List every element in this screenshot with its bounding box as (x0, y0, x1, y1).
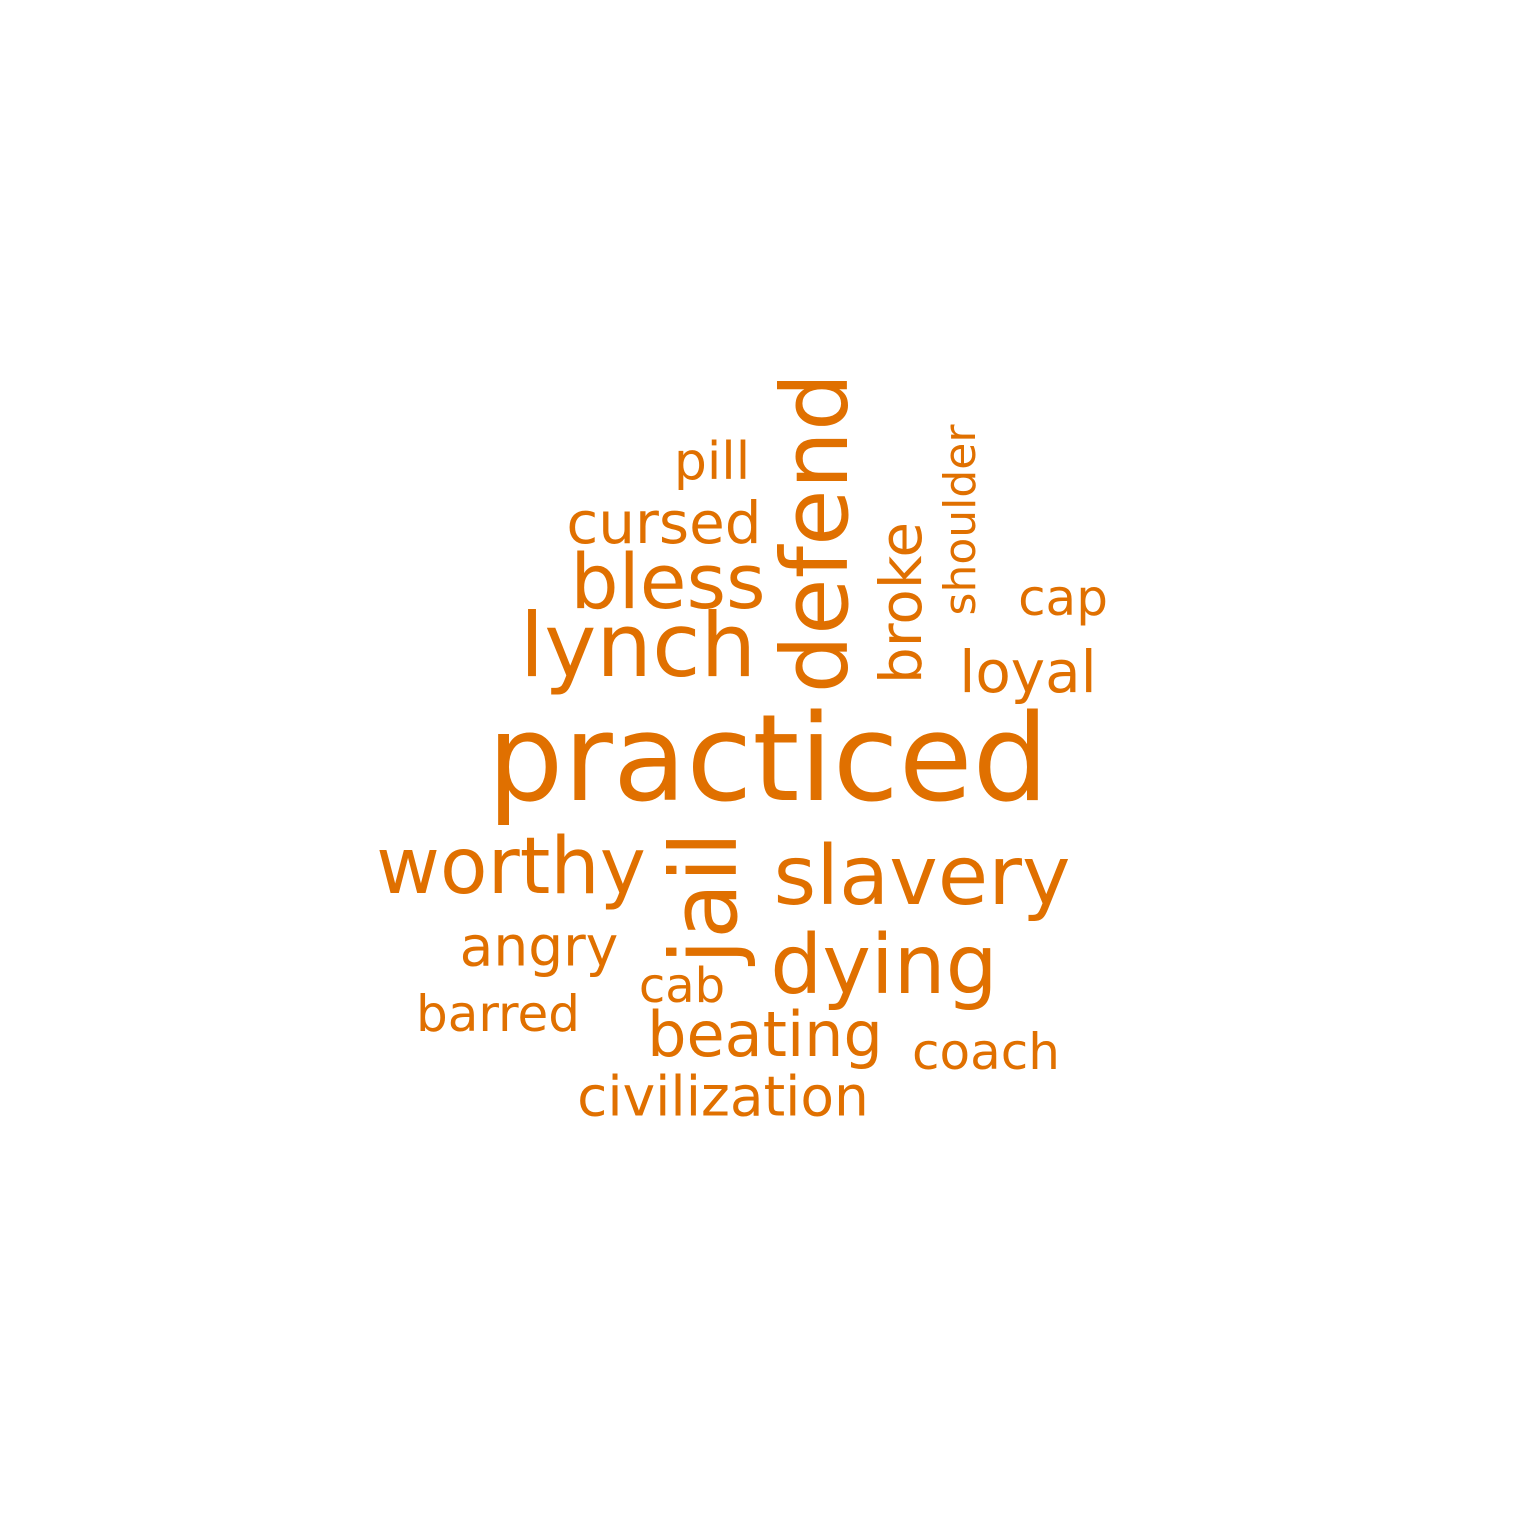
word-cap: cap (1018, 569, 1108, 627)
word-cursed: cursed (566, 489, 762, 557)
word-beating: beating (647, 998, 883, 1071)
word-civilization: civilization (577, 1064, 869, 1129)
word-slavery: slavery (773, 829, 1071, 924)
word-jail: jail (651, 831, 758, 965)
word-angry: angry (459, 914, 619, 979)
word-lynch: lynch (519, 594, 757, 697)
word-loyal: loyal (959, 638, 1097, 706)
word-broke: broke (867, 521, 935, 685)
word-worthy: worthy (376, 822, 646, 912)
word-barred: barred (415, 985, 581, 1043)
word-cab: cab (638, 958, 726, 1014)
word-practiced: practiced (487, 690, 1049, 829)
word-shoulder: shoulder (935, 424, 986, 616)
word-pill: pill (673, 432, 751, 492)
word-coach: coach (912, 1023, 1060, 1081)
word-bless: bless (570, 537, 766, 626)
word-defend: defend (762, 372, 869, 694)
word-dying: dying (770, 918, 998, 1013)
